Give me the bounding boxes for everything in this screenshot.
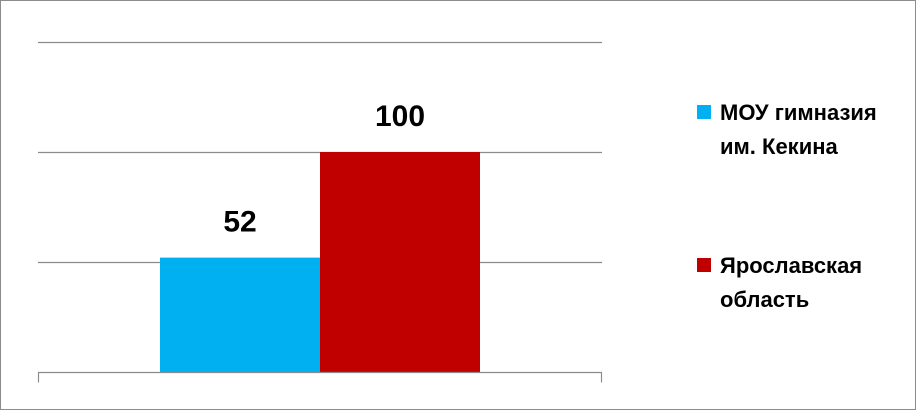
data-label-series-1: 52 [223, 206, 256, 239]
legend-swatch-1 [697, 105, 711, 119]
data-label-series-2: 100 [375, 100, 425, 133]
bar-series-1 [160, 257, 320, 372]
data-labels: 52 100 [223, 100, 425, 239]
legend-label-2-line-1: Ярославская [720, 253, 862, 278]
legend-label-1-line-2: им. Кекина [720, 134, 839, 159]
category-axis [37, 371, 603, 383]
legend-label-1-line-1: МОУ гимназия [720, 100, 877, 125]
legend-label-2-line-2: область [720, 287, 809, 312]
bars [160, 152, 480, 372]
legend: МОУ гимназия им. Кекина Ярославская область [697, 100, 877, 312]
legend-swatch-2 [697, 258, 711, 272]
bar-series-2 [320, 152, 480, 372]
